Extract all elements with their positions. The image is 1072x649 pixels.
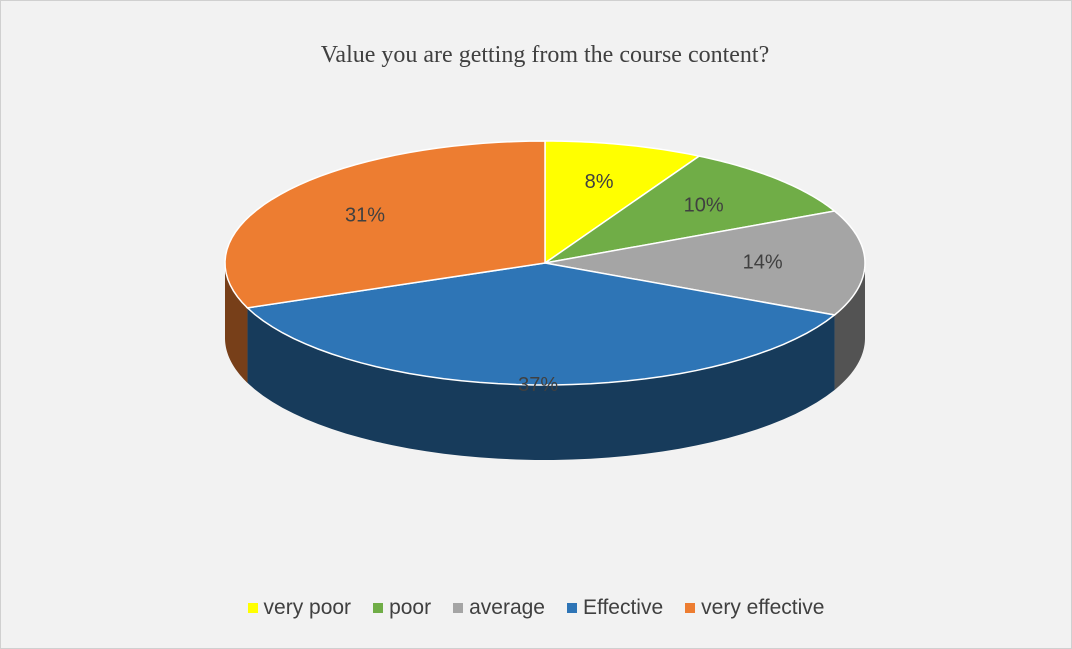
side-walls bbox=[225, 263, 865, 460]
slice bbox=[544, 140, 702, 265]
legend-label: very effective bbox=[701, 596, 825, 619]
data-label: 31% bbox=[345, 205, 385, 227]
legend-item: Effective bbox=[566, 596, 664, 620]
chart-title: Value you are getting from the course co… bbox=[321, 42, 770, 68]
slice bbox=[224, 140, 546, 309]
slice-side bbox=[225, 263, 248, 383]
legend-swatch bbox=[685, 603, 696, 613]
legend: very poor poor average Effective very effect… bbox=[0, 596, 1072, 620]
data-label: 14% bbox=[743, 251, 783, 273]
data-label: 8% bbox=[585, 171, 614, 193]
slice-side bbox=[247, 307, 835, 460]
legend-item: poor bbox=[373, 596, 431, 620]
legend-item: average bbox=[453, 596, 545, 620]
legend-swatch bbox=[247, 603, 258, 613]
legend-swatch bbox=[566, 603, 577, 613]
legend-item: very poor bbox=[247, 596, 352, 620]
legend-label: Effective bbox=[582, 596, 664, 619]
data-label: 37% bbox=[518, 374, 558, 396]
legend-item: very effective bbox=[685, 596, 824, 620]
slice bbox=[245, 262, 837, 386]
legend-swatch bbox=[373, 603, 384, 613]
legend-swatch bbox=[453, 603, 464, 613]
data-label: 10% bbox=[684, 194, 724, 216]
legend-label: very poor bbox=[263, 596, 352, 619]
legend-label: poor bbox=[389, 596, 432, 619]
slice bbox=[544, 155, 837, 264]
slice bbox=[544, 210, 866, 316]
slice-side bbox=[834, 263, 865, 390]
legend-label: average bbox=[469, 596, 545, 619]
